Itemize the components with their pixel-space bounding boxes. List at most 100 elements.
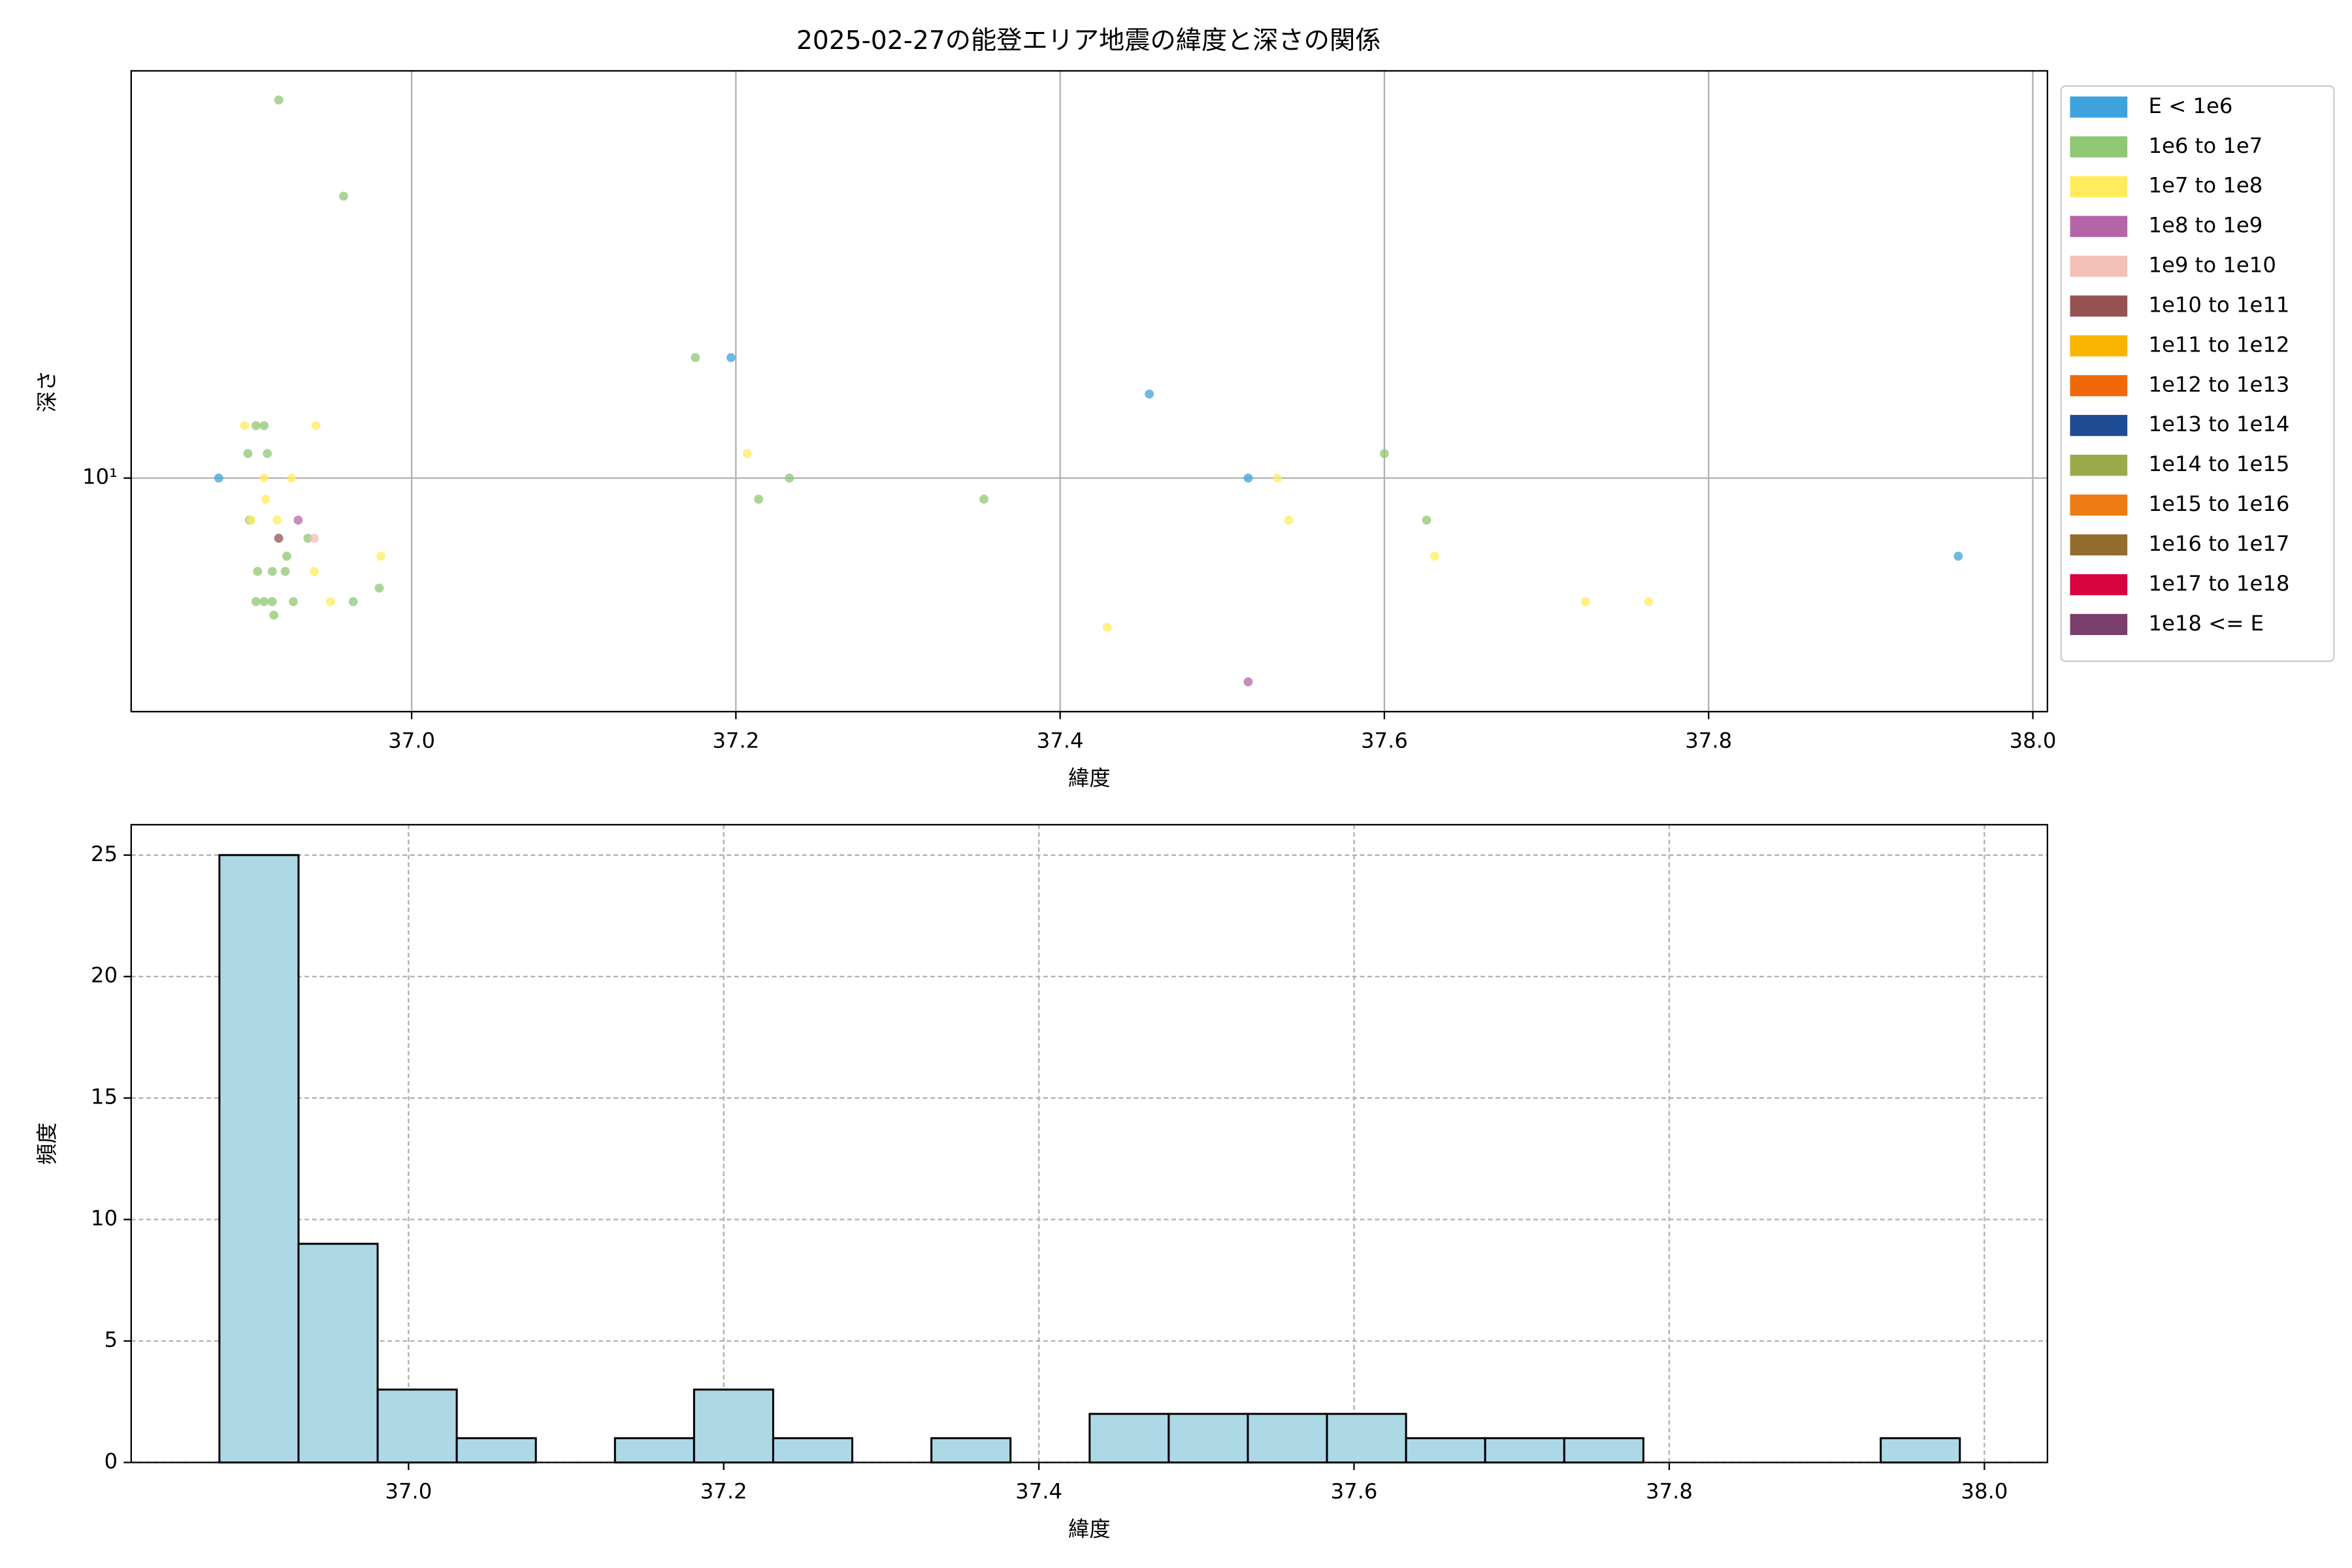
x-tick-label: 38.0	[1961, 1479, 2008, 1504]
bar	[1168, 1413, 1249, 1463]
point	[251, 596, 261, 606]
bar	[1880, 1437, 1961, 1463]
point	[310, 533, 319, 543]
point	[293, 515, 303, 525]
point	[243, 449, 253, 459]
x-tick-label: 37.0	[385, 1479, 432, 1504]
y-tick-label: 25	[91, 841, 118, 866]
x-tick-label: 37.2	[700, 1479, 747, 1504]
bar	[1326, 1413, 1407, 1463]
legend-label: 1e11 to 1e12	[2148, 332, 2289, 357]
point	[310, 566, 319, 576]
legend-swatch	[2070, 494, 2128, 516]
point	[259, 596, 269, 606]
point	[303, 533, 313, 543]
bar	[613, 1437, 695, 1463]
legend-swatch	[2070, 295, 2128, 317]
point	[272, 515, 282, 525]
point	[1380, 449, 1389, 459]
point	[742, 449, 752, 459]
legend-swatch	[2070, 415, 2128, 436]
point	[263, 449, 272, 459]
x-tick-label: 37.2	[712, 728, 759, 753]
x-tick-label: 37.4	[1015, 1479, 1062, 1504]
point	[1102, 623, 1112, 632]
legend-swatch	[2070, 96, 2128, 118]
legend-swatch	[2070, 176, 2128, 197]
legend-label: E < 1e6	[2148, 93, 2232, 118]
bar	[1088, 1413, 1170, 1463]
bar	[772, 1437, 854, 1463]
point	[1284, 515, 1294, 525]
point	[326, 596, 335, 606]
point	[251, 421, 261, 431]
point	[288, 596, 298, 606]
legend-label: 1e9 to 1e10	[2148, 253, 2276, 278]
plot-frame	[130, 824, 2048, 1463]
bar	[1563, 1437, 1644, 1463]
point	[269, 610, 279, 620]
point	[246, 515, 256, 525]
point	[979, 495, 988, 504]
point	[785, 473, 794, 483]
legend-swatch	[2070, 255, 2128, 277]
point	[726, 353, 736, 363]
legend-label: 1e13 to 1e14	[2148, 412, 2289, 436]
x-axis-label: 緯度	[1068, 1516, 1111, 1541]
legend-label: 1e6 to 1e7	[2148, 133, 2262, 158]
point	[240, 421, 250, 431]
x-tick-label: 37.6	[1361, 728, 1408, 753]
point	[1953, 551, 1963, 561]
legend-label: 1e18 <= E	[2148, 611, 2264, 636]
legend-label: 1e14 to 1e15	[2148, 451, 2289, 476]
point	[1273, 473, 1282, 483]
x-tick-label: 37.0	[388, 728, 435, 753]
legend-label: 1e12 to 1e13	[2148, 372, 2289, 397]
legend-frame	[2060, 85, 2335, 662]
y-tick-label: 10¹	[82, 465, 118, 489]
y-tick-label: 0	[104, 1448, 118, 1473]
point	[282, 551, 291, 561]
point	[1145, 389, 1154, 399]
point	[754, 495, 764, 504]
legend-label: 1e15 to 1e16	[2148, 491, 2289, 516]
legend-swatch	[2070, 574, 2128, 596]
x-tick-label: 38.0	[2010, 728, 2057, 753]
legend-label: 1e10 to 1e11	[2148, 292, 2289, 317]
point	[376, 551, 385, 561]
y-tick-label: 10	[91, 1206, 118, 1231]
bar	[218, 854, 300, 1463]
x-tick-label: 37.6	[1331, 1479, 1378, 1504]
point	[287, 473, 297, 483]
point	[338, 191, 348, 201]
point	[1580, 596, 1590, 606]
x-tick-label: 37.8	[1646, 1479, 1693, 1504]
point	[1422, 515, 1431, 525]
point	[1644, 596, 1654, 606]
point	[280, 566, 290, 576]
point	[267, 566, 277, 576]
x-tick-label: 37.8	[1685, 728, 1732, 753]
point	[1243, 677, 1253, 687]
bar	[297, 1243, 379, 1463]
legend-label: 1e17 to 1e18	[2148, 571, 2289, 596]
legend-swatch	[2070, 613, 2128, 635]
legend-swatch	[2070, 335, 2128, 357]
point	[274, 533, 284, 543]
point	[1243, 473, 1253, 483]
point	[348, 596, 358, 606]
point	[267, 596, 277, 606]
legend-swatch	[2070, 534, 2128, 556]
legend-swatch	[2070, 375, 2128, 397]
point	[1429, 551, 1439, 561]
legend-label: 1e8 to 1e9	[2148, 213, 2262, 238]
x-axis-label: 緯度	[1068, 766, 1111, 791]
legend-label: 1e16 to 1e17	[2148, 531, 2289, 556]
point	[259, 473, 269, 483]
y-tick-label: 15	[91, 1085, 118, 1109]
bar	[376, 1388, 458, 1463]
bar	[930, 1437, 1012, 1463]
